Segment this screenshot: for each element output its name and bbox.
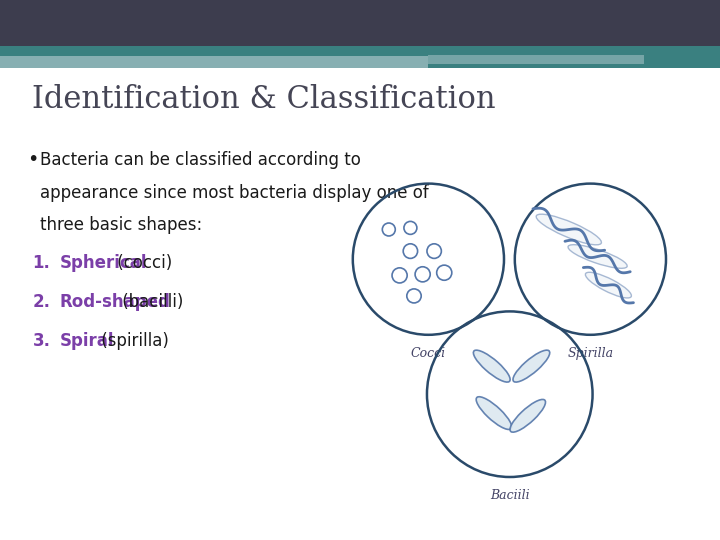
Bar [0,0,720,46]
Ellipse shape [407,289,421,303]
Text: (bacilli): (bacilli) [117,293,184,310]
Text: (cocci): (cocci) [112,254,172,272]
Bar [0,56,428,68]
Ellipse shape [392,268,408,283]
Bar [0,46,720,68]
Text: Spirilla: Spirilla [567,347,613,360]
Ellipse shape [436,265,452,280]
Text: (spirilla): (spirilla) [96,332,168,349]
Text: 2.: 2. [32,293,50,310]
Text: •: • [27,150,38,169]
Ellipse shape [404,221,417,234]
Text: Rod-shaped: Rod-shaped [60,293,171,310]
Text: Bacteria can be classified according to: Bacteria can be classified according to [40,151,361,169]
Text: Cocci: Cocci [411,347,446,360]
Ellipse shape [403,244,418,258]
Ellipse shape [510,400,546,432]
Ellipse shape [585,272,631,298]
Text: Spherical: Spherical [60,254,148,272]
Bar [428,55,644,64]
Ellipse shape [513,350,550,382]
Ellipse shape [427,244,441,258]
Ellipse shape [568,245,627,268]
Ellipse shape [473,350,510,382]
Ellipse shape [476,397,512,429]
Text: Baciili: Baciili [490,489,530,502]
Text: appearance since most bacteria display one of: appearance since most bacteria display o… [40,184,428,201]
Text: 3.: 3. [32,332,50,349]
Text: 1.: 1. [32,254,50,272]
Ellipse shape [415,267,431,282]
Text: Identification & Classification: Identification & Classification [32,84,496,114]
Ellipse shape [382,223,395,236]
Ellipse shape [536,214,601,245]
Text: Spiral: Spiral [60,332,114,349]
Text: three basic shapes:: three basic shapes: [40,216,202,234]
